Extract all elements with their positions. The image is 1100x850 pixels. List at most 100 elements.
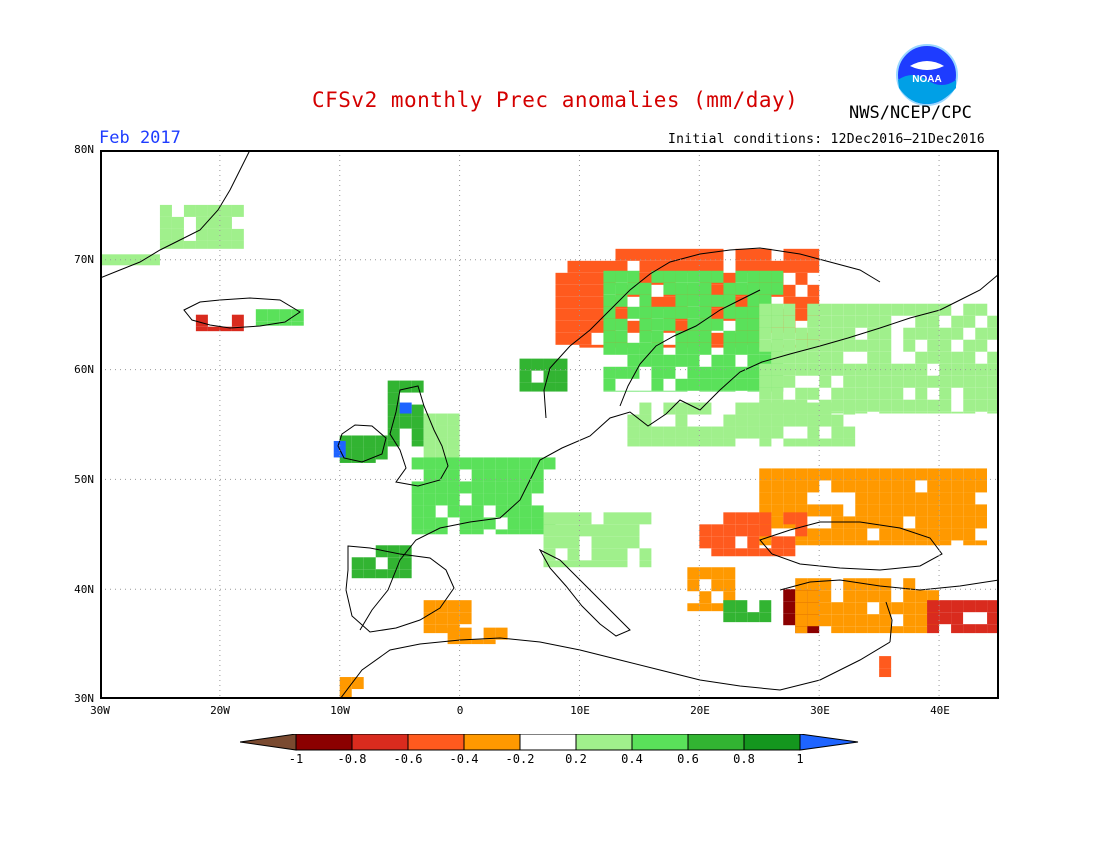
anomaly-cell-finland-russia — [843, 303, 856, 316]
anomaly-cell-ukraine-black-sea — [807, 528, 820, 541]
anomaly-cell-norway-coast — [795, 296, 808, 309]
anomaly-cell-norway-coast — [591, 320, 604, 333]
anomaly-cell-norway-south — [555, 382, 568, 392]
anomaly-cell-turkey — [819, 614, 832, 627]
anomaly-cell-france-benelux — [483, 469, 496, 482]
anomaly-cell-ukraine-black-sea — [843, 468, 856, 481]
anomaly-cell-greenland-east — [195, 204, 208, 217]
anomaly-cell-norway-coast — [747, 248, 760, 261]
agency-label: NWS/NCEP/CPC — [849, 103, 972, 123]
anomaly-cell-greenland-east — [219, 216, 232, 229]
anomaly-cell-turkey — [879, 626, 892, 634]
coastline-britain — [389, 385, 449, 487]
anomaly-cell-france-benelux — [447, 505, 460, 518]
anomaly-cell-france-benelux — [471, 529, 484, 535]
anomaly-cell-ukraine-black-sea — [903, 480, 916, 493]
anomaly-cell-france-benelux — [543, 457, 556, 470]
anomaly-cell-north-africa — [459, 627, 472, 640]
anomaly-cell-ukraine-black-sea — [807, 468, 820, 481]
anomaly-cell-turkey — [891, 602, 904, 615]
anomaly-cell-norway-coast — [759, 248, 772, 261]
anomaly-cell-greenland-east — [183, 204, 196, 217]
anomaly-cell-turkey — [891, 626, 904, 634]
coastline-black-sea — [759, 521, 943, 571]
anomaly-cell-norway-coast — [711, 308, 724, 321]
anomaly-cell-norway-coast — [675, 260, 688, 273]
anomaly-cell-france-benelux — [519, 505, 532, 518]
anomaly-cell-finland-russia — [759, 327, 772, 340]
anomaly-cell-ukraine-black-sea — [915, 516, 928, 529]
anomaly-cell-finland-russia — [879, 387, 892, 400]
anomaly-cell-iberia-southeast — [423, 612, 436, 625]
anomaly-cell-ukraine-black-sea — [783, 480, 796, 493]
map-title: CFSv2 monthly Prec anomalies (mm/day) — [312, 88, 799, 112]
anomaly-cell-alps-italy — [555, 536, 568, 549]
anomaly-cell-france-benelux — [495, 493, 508, 506]
anomaly-cell-finland-russia — [975, 387, 988, 400]
anomaly-cell-ukraine-black-sea — [939, 504, 952, 517]
anomaly-cell-iberia-northwest — [387, 545, 400, 558]
anomaly-cell-scandinavia — [699, 378, 712, 391]
anomaly-cell-scandinavia — [651, 354, 664, 367]
anomaly-cell-ukraine-black-sea — [867, 468, 880, 481]
anomaly-cell-turkey — [903, 626, 916, 634]
anomaly-cell-finland-russia — [879, 339, 892, 352]
anomaly-cell-norway-coast — [663, 248, 676, 261]
anomaly-cell-scandinavia — [639, 354, 652, 367]
anomaly-cell-france-benelux — [519, 493, 532, 506]
anomaly-cell-scandinavia — [759, 270, 772, 283]
anomaly-cell-north-africa — [447, 639, 460, 645]
anomaly-cell-ukraine-black-sea — [795, 540, 808, 546]
anomaly-cell-ukraine-black-sea — [843, 528, 856, 541]
anomaly-cell-france-benelux — [411, 505, 424, 518]
anomaly-cell-finland-russia — [927, 339, 940, 352]
anomaly-cell-greenland-east — [195, 228, 208, 241]
anomaly-cell-ukraine-black-sea — [771, 504, 784, 517]
anomaly-cell-ukraine-black-sea — [771, 468, 784, 481]
anomaly-cell-ukraine-black-sea — [831, 528, 844, 541]
anomaly-cell-norway-coast — [759, 260, 772, 273]
anomaly-cell-iberia-southeast — [447, 612, 460, 625]
anomaly-cell-finland-russia — [891, 363, 904, 376]
anomaly-cell-romania — [699, 536, 712, 549]
anomaly-cell-finland-russia — [891, 303, 904, 316]
anomaly-cell-norway-coast — [555, 284, 568, 297]
anomaly-cell-finland-russia — [819, 315, 832, 328]
anomaly-cell-finland-russia — [819, 327, 832, 340]
anomaly-cell-scandinavia — [735, 306, 748, 319]
anomaly-cell-ukraine-black-sea — [807, 480, 820, 493]
anomaly-cell-norway-coast — [651, 260, 664, 273]
anomaly-cell-north-africa — [483, 627, 496, 640]
colorbar-label: 1 — [796, 752, 804, 766]
anomaly-cell-greenland-east — [159, 204, 172, 217]
anomaly-cell-ukraine-black-sea — [963, 468, 976, 481]
anomaly-cell-finland-russia — [927, 411, 940, 414]
anomaly-cell-ukraine-black-sea — [759, 468, 772, 481]
anomaly-cell-alps-italy — [579, 524, 592, 537]
anomaly-cell-finland-russia — [939, 375, 952, 388]
anomaly-cell-iceland-east — [279, 309, 292, 322]
anomaly-cell-ukraine-black-sea — [771, 480, 784, 493]
anomaly-cell-finland-russia — [915, 303, 928, 316]
anomaly-cell-baltic-poland — [639, 426, 652, 439]
anomaly-cell-france-benelux — [411, 517, 424, 530]
anomaly-cell-scandinavia — [615, 318, 628, 331]
anomaly-cell-scandinavia — [699, 306, 712, 319]
anomaly-cell-turkey — [819, 602, 832, 615]
anomaly-cell-france-benelux — [471, 493, 484, 506]
anomaly-cell-finland-russia — [831, 315, 844, 328]
anomaly-cell-greenland-east — [231, 240, 244, 249]
anomaly-cell-ukraine-black-sea — [939, 528, 952, 541]
lat-label-30n: 30N — [74, 692, 94, 705]
anomaly-cell-ukraine-black-sea — [855, 480, 868, 493]
anomaly-cell-ireland — [363, 435, 376, 448]
anomaly-cell-turkey — [903, 578, 916, 591]
anomaly-cell-baltic-poland — [759, 438, 772, 447]
anomaly-cell-alps-italy — [591, 548, 604, 561]
anomaly-cell-ukraine-black-sea — [939, 516, 952, 529]
anomaly-cell-finland-russia — [831, 411, 844, 414]
anomaly-cell-finland-russia — [867, 303, 880, 316]
anomaly-cell-france-benelux — [531, 517, 544, 530]
anomaly-cell-greenland-east — [231, 204, 244, 217]
anomaly-cell-alps-italy — [639, 512, 652, 525]
